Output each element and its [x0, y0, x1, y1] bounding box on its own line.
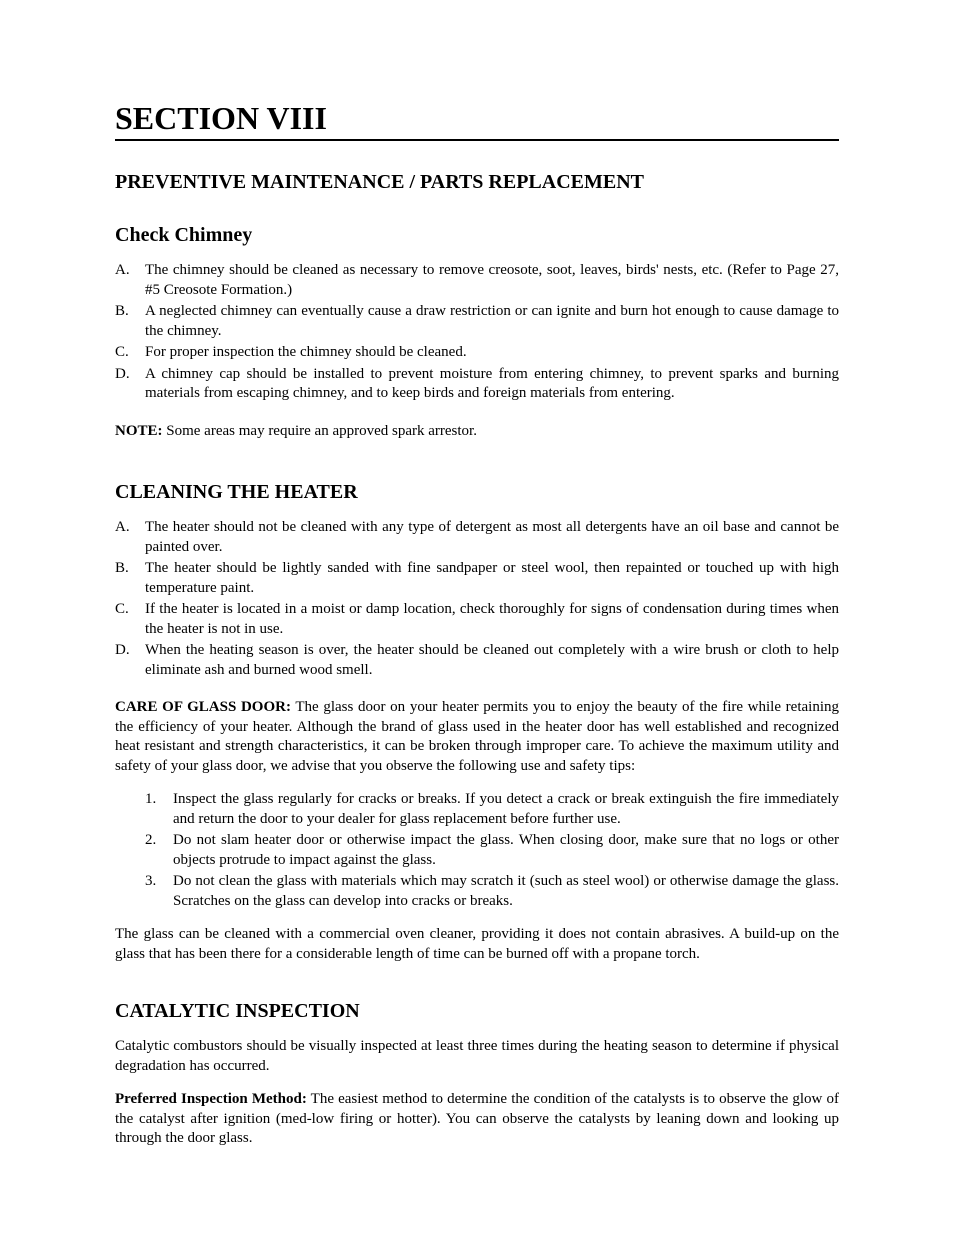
- list-marker: D.: [115, 365, 145, 404]
- list-marker: 1.: [145, 790, 173, 829]
- list-marker: D.: [115, 641, 145, 680]
- list-marker: 3.: [145, 872, 173, 911]
- list-item: 3. Do not clean the glass with materials…: [145, 872, 839, 911]
- list-content: Inspect the glass regularly for cracks o…: [173, 790, 839, 829]
- note-text: Some areas may require an approved spark…: [163, 423, 477, 439]
- catalytic-heading: CATALYTIC INSPECTION: [115, 1000, 839, 1023]
- cleaning-heater-heading: CLEANING THE HEATER: [115, 481, 839, 504]
- list-item: D. When the heating season is over, the …: [115, 641, 839, 680]
- list-content: A neglected chimney can eventually cause…: [145, 302, 839, 341]
- list-content: The chimney should be cleaned as necessa…: [145, 261, 839, 300]
- list-content: If the heater is located in a moist or d…: [145, 600, 839, 639]
- list-item: A. The heater should not be cleaned with…: [115, 518, 839, 557]
- inspection-method-label: Preferred Inspection Method:: [115, 1091, 307, 1107]
- list-content: The heater should not be cleaned with an…: [145, 518, 839, 557]
- list-marker: B.: [115, 559, 145, 598]
- list-marker: A.: [115, 261, 145, 300]
- list-marker: 2.: [145, 831, 173, 870]
- list-item: D. A chimney cap should be installed to …: [115, 365, 839, 404]
- check-chimney-heading: Check Chimney: [115, 224, 839, 247]
- list-content: For proper inspection the chimney should…: [145, 343, 839, 363]
- list-item: B. The heater should be lightly sanded w…: [115, 559, 839, 598]
- list-content: A chimney cap should be installed to pre…: [145, 365, 839, 404]
- document-page: SECTION VIII PREVENTIVE MAINTENANCE / PA…: [0, 0, 954, 1235]
- care-glass-label: CARE OF GLASS DOOR:: [115, 699, 291, 715]
- note-label: NOTE:: [115, 423, 163, 439]
- list-content: When the heating season is over, the hea…: [145, 641, 839, 680]
- main-heading: PREVENTIVE MAINTENANCE / PARTS REPLACEME…: [115, 171, 839, 194]
- list-content: The heater should be lightly sanded with…: [145, 559, 839, 598]
- inspection-method-paragraph: Preferred Inspection Method: The easiest…: [115, 1090, 839, 1149]
- list-marker: C.: [115, 600, 145, 639]
- list-item: B. A neglected chimney can eventually ca…: [115, 302, 839, 341]
- section-title: SECTION VIII: [115, 100, 839, 141]
- list-marker: A.: [115, 518, 145, 557]
- cleaning-heater-list: A. The heater should not be cleaned with…: [115, 518, 839, 680]
- list-content: Do not slam heater door or otherwise imp…: [173, 831, 839, 870]
- list-marker: C.: [115, 343, 145, 363]
- list-item: C. If the heater is located in a moist o…: [115, 600, 839, 639]
- check-chimney-list: A. The chimney should be cleaned as nece…: [115, 261, 839, 404]
- care-glass-paragraph: CARE OF GLASS DOOR: The glass door on yo…: [115, 698, 839, 776]
- list-content: Do not clean the glass with materials wh…: [173, 872, 839, 911]
- list-item: 2. Do not slam heater door or otherwise …: [145, 831, 839, 870]
- catalytic-intro: Catalytic combustors should be visually …: [115, 1037, 839, 1076]
- list-item: 1. Inspect the glass regularly for crack…: [145, 790, 839, 829]
- list-item: C. For proper inspection the chimney sho…: [115, 343, 839, 363]
- note-paragraph: NOTE: Some areas may require an approved…: [115, 422, 839, 442]
- list-marker: B.: [115, 302, 145, 341]
- glass-clean-paragraph: The glass can be cleaned with a commerci…: [115, 925, 839, 964]
- list-item: A. The chimney should be cleaned as nece…: [115, 261, 839, 300]
- glass-tips-list: 1. Inspect the glass regularly for crack…: [115, 790, 839, 911]
